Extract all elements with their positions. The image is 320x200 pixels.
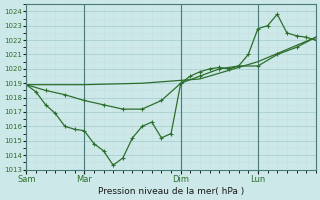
X-axis label: Pression niveau de la mer( hPa ): Pression niveau de la mer( hPa ) — [98, 187, 244, 196]
